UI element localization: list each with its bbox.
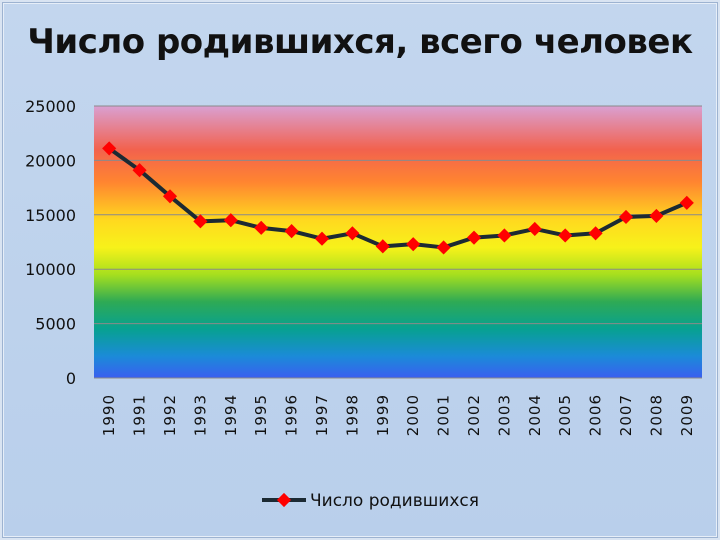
data-point xyxy=(497,228,512,243)
data-point xyxy=(314,231,330,246)
x-tick-label: 1996 xyxy=(283,394,301,436)
data-point xyxy=(193,214,208,229)
y-tick-label: 15000 xyxy=(25,206,76,225)
legend-marker-swatch xyxy=(276,492,292,508)
data-point xyxy=(618,209,634,225)
x-tick-label: 1994 xyxy=(222,394,240,436)
x-tick-label: 2000 xyxy=(404,394,422,436)
x-tick-label: 1999 xyxy=(374,394,392,436)
x-tick-label: 2008 xyxy=(647,394,665,436)
y-tick-label: 25000 xyxy=(25,97,76,116)
data-point xyxy=(466,230,482,245)
x-tick-label: 2007 xyxy=(617,394,635,436)
x-tick-label: 1997 xyxy=(313,394,331,436)
y-tick-label: 20000 xyxy=(25,151,76,170)
legend-label: Число родившихся xyxy=(310,491,479,511)
data-point xyxy=(284,224,299,239)
legend: Число родившихся xyxy=(262,491,479,511)
x-tick-label: 2006 xyxy=(587,394,605,436)
x-tick-label: 1992 xyxy=(161,394,179,436)
data-point xyxy=(345,226,360,241)
x-tick-label: 2005 xyxy=(556,394,574,436)
x-tick-label: 1993 xyxy=(191,394,209,436)
data-point xyxy=(558,228,573,243)
x-tick-label: 2002 xyxy=(465,394,483,436)
data-point xyxy=(588,226,603,241)
gridlines xyxy=(94,105,702,379)
x-tick-label: 2004 xyxy=(526,394,544,436)
series-group xyxy=(102,141,694,255)
y-tick-label: 5000 xyxy=(35,315,76,334)
y-axis-ticks: 0 5000 10000 15000 20000 25000 xyxy=(25,97,76,388)
data-point xyxy=(162,189,178,204)
x-tick-label: 2001 xyxy=(435,394,453,436)
x-tick-label: 2003 xyxy=(495,394,513,436)
data-point xyxy=(223,213,238,228)
x-tick-label: 1998 xyxy=(343,394,361,436)
y-tick-label: 0 xyxy=(66,369,76,388)
x-axis-ticks: 1990 1991 1992 1993 1994 1995 1996 1997 1998 1999… xyxy=(100,394,696,436)
data-point xyxy=(132,163,147,178)
x-tick-label: 1995 xyxy=(252,394,270,436)
data-point xyxy=(375,239,390,254)
x-tick-label: 2009 xyxy=(678,394,696,436)
y-tick-label: 10000 xyxy=(25,260,76,279)
chart-title: Число родившихся, всего человек xyxy=(27,22,693,62)
x-tick-label: 1990 xyxy=(100,394,118,436)
x-tick-label: 1991 xyxy=(131,394,149,436)
data-point xyxy=(406,237,421,252)
data-point xyxy=(649,208,664,223)
data-point xyxy=(254,220,269,235)
plot-area xyxy=(94,106,702,378)
data-point xyxy=(527,221,542,237)
data-point xyxy=(436,240,451,255)
data-point xyxy=(679,195,694,210)
